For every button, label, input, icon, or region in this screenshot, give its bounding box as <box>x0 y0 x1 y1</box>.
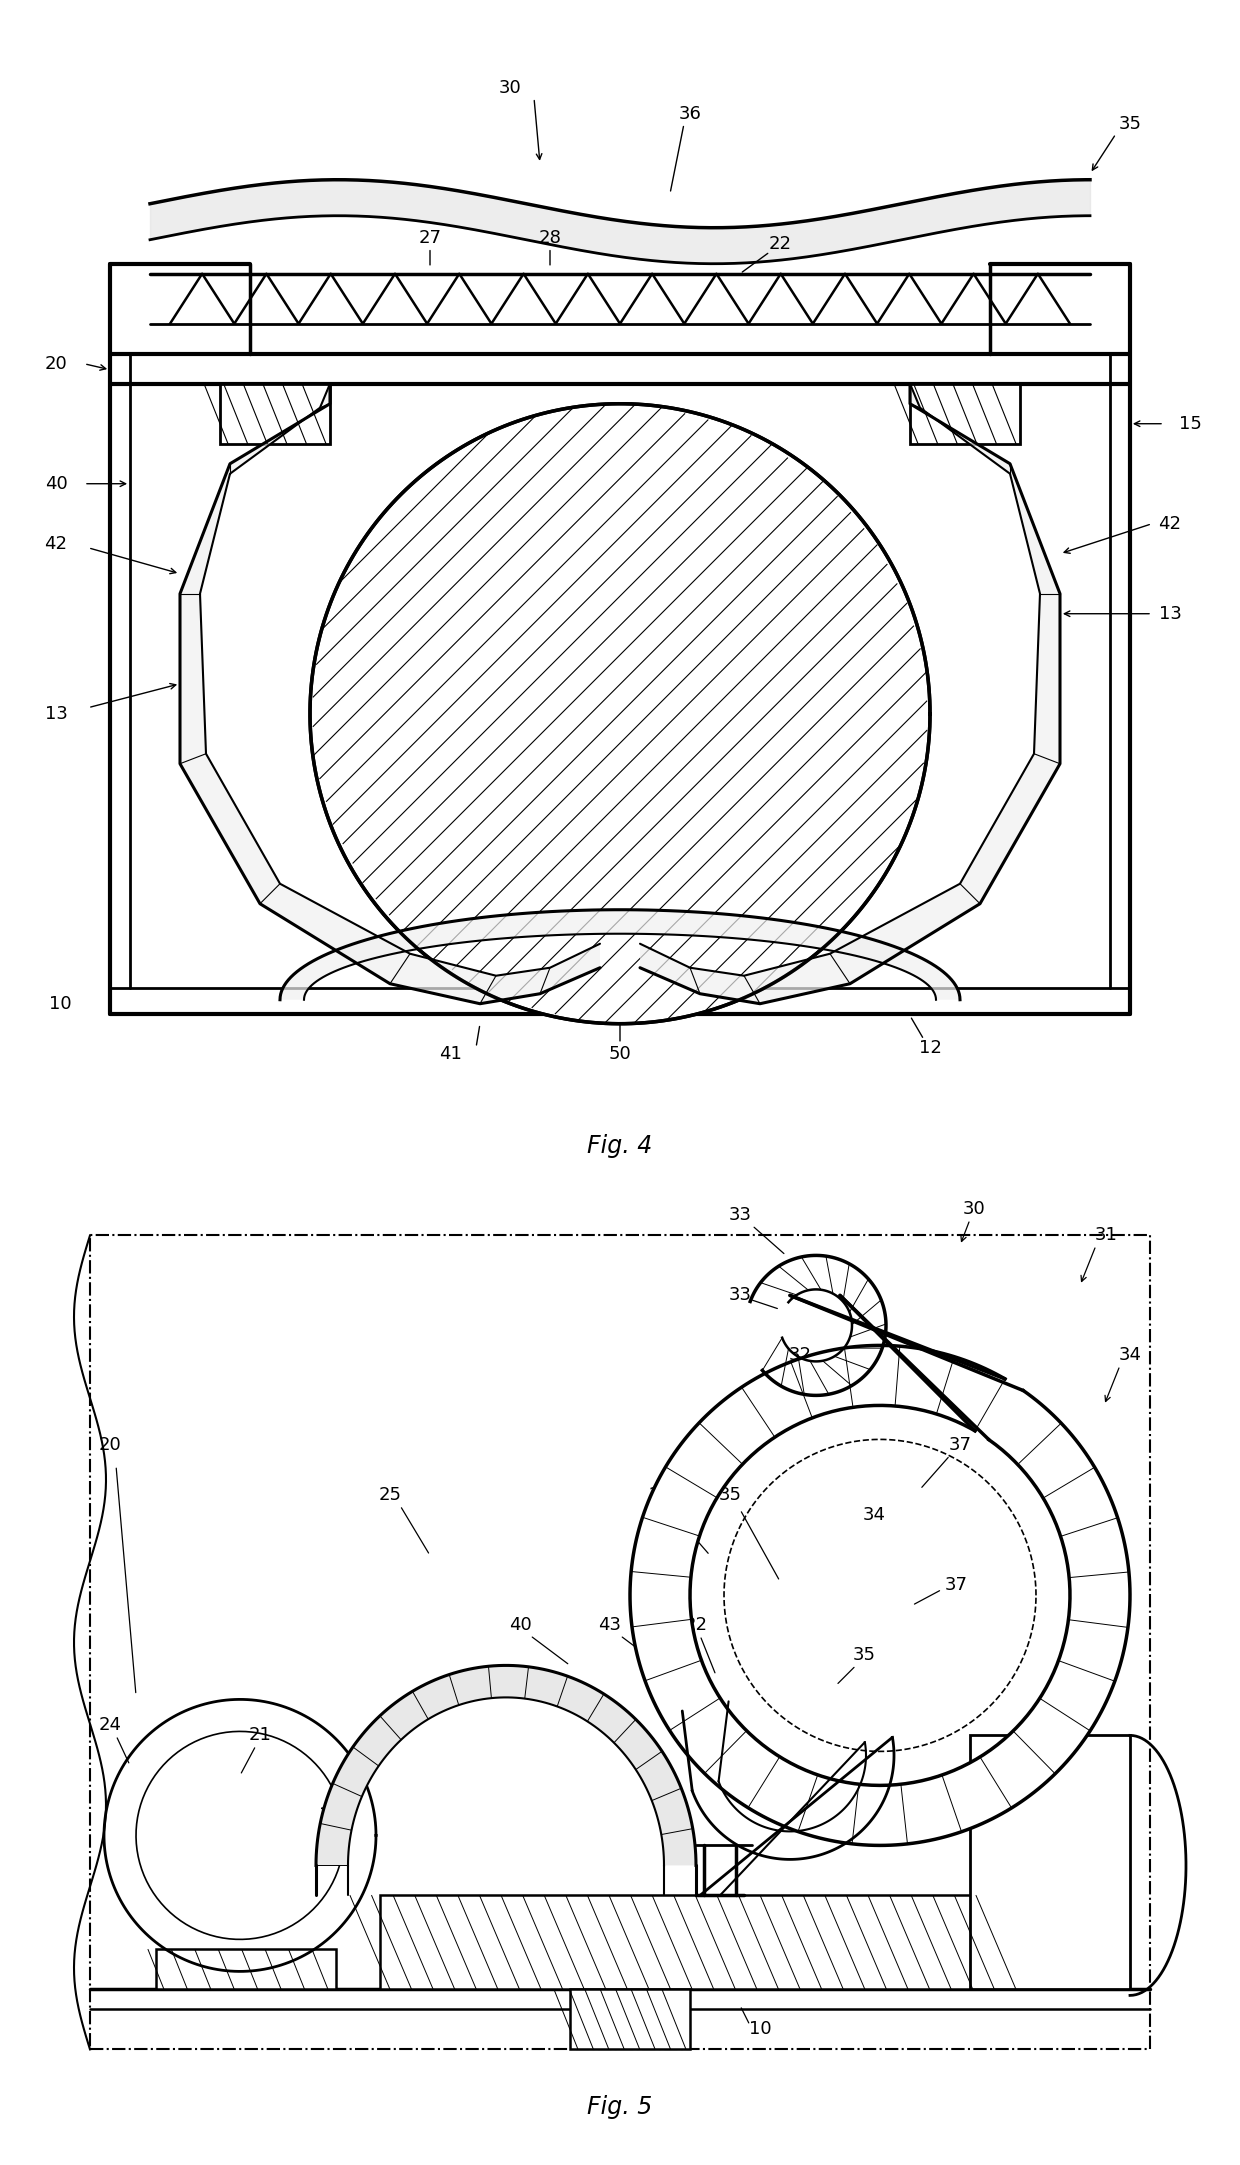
Text: 10: 10 <box>749 2020 771 2039</box>
Text: 33: 33 <box>729 1206 751 1225</box>
Polygon shape <box>910 383 1021 444</box>
Polygon shape <box>970 1736 1130 1990</box>
Polygon shape <box>379 1894 1021 1990</box>
Text: Fig. 5: Fig. 5 <box>588 2096 652 2120</box>
Text: 41: 41 <box>584 1927 608 1944</box>
Polygon shape <box>156 1948 336 1990</box>
Text: 42: 42 <box>45 535 67 552</box>
Text: 27: 27 <box>419 229 441 247</box>
Text: 36: 36 <box>678 104 702 123</box>
Text: 10: 10 <box>48 994 72 1013</box>
Polygon shape <box>219 383 330 444</box>
Polygon shape <box>310 403 930 1024</box>
Text: 34: 34 <box>1118 1347 1142 1364</box>
Text: 34: 34 <box>863 1507 885 1524</box>
Text: 37: 37 <box>949 1435 971 1455</box>
Text: 28: 28 <box>538 229 562 247</box>
Text: 12: 12 <box>919 1039 941 1057</box>
Text: 21: 21 <box>248 1726 272 1745</box>
Text: 25: 25 <box>378 1487 402 1505</box>
Text: 32: 32 <box>789 1347 811 1364</box>
Text: 40: 40 <box>45 474 67 494</box>
Text: 30: 30 <box>498 78 521 97</box>
Text: 35: 35 <box>718 1487 742 1505</box>
Text: 22: 22 <box>684 1617 708 1635</box>
Text: 41: 41 <box>439 1046 461 1063</box>
Text: 24: 24 <box>98 1717 122 1734</box>
Text: 50: 50 <box>1079 1760 1101 1777</box>
Text: 35: 35 <box>853 1645 875 1665</box>
Polygon shape <box>180 383 600 1005</box>
Text: 43: 43 <box>599 1617 621 1635</box>
Polygon shape <box>640 383 1060 1005</box>
Text: 33: 33 <box>729 1286 751 1303</box>
Text: 20: 20 <box>99 1435 122 1455</box>
Text: 22: 22 <box>769 234 791 253</box>
Text: 20: 20 <box>45 355 67 372</box>
Polygon shape <box>280 909 960 1000</box>
Text: 50: 50 <box>609 1046 631 1063</box>
Text: 16: 16 <box>319 1806 341 1825</box>
Polygon shape <box>570 1990 689 2050</box>
Polygon shape <box>316 1665 696 1866</box>
Text: 30: 30 <box>962 1199 986 1219</box>
Text: 13: 13 <box>45 706 67 723</box>
Text: 35: 35 <box>1118 115 1142 132</box>
Text: 42: 42 <box>1158 515 1182 533</box>
Text: 13: 13 <box>1158 604 1182 624</box>
Text: 40: 40 <box>508 1617 532 1635</box>
Text: 15: 15 <box>1178 416 1202 433</box>
Text: Fig. 4: Fig. 4 <box>588 1134 652 1158</box>
Text: 37: 37 <box>945 1576 967 1593</box>
Text: 26: 26 <box>649 1487 671 1505</box>
Text: 31: 31 <box>1095 1225 1117 1245</box>
Polygon shape <box>630 1344 1130 1845</box>
